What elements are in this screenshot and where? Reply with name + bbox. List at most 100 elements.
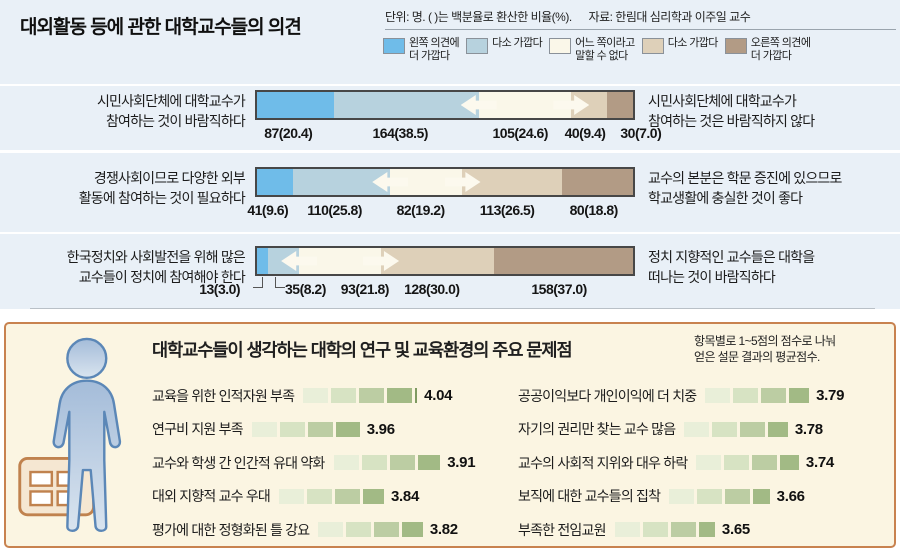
left-statement: 경쟁사회이므로 다양한 외부 활동에 참여하는 것이 필요하다 <box>78 170 246 206</box>
value-label: 128(30.0) <box>404 281 460 297</box>
professor-person-icon <box>18 337 122 533</box>
score-item-label: 교수의 사회적 지위와 대우 하락 <box>518 454 688 471</box>
score-item: 자기의 권리만 찾는 교수 많음 3.78 <box>518 413 886 447</box>
bar-segment <box>257 92 334 118</box>
score-bar-segment <box>669 488 695 504</box>
score-bar-segment <box>415 388 418 404</box>
score-bar-segment <box>768 421 788 437</box>
score-bar-segment <box>417 455 441 471</box>
score-item-label: 교육을 위한 인적자원 부족 <box>152 387 295 404</box>
top-chart-title: 대외활동 등에 관한 대학교수들의 의견 <box>20 17 302 38</box>
score-value: 3.84 <box>391 487 419 505</box>
score-bar-segment <box>789 388 810 404</box>
score-bar-segment <box>335 421 360 437</box>
score-item: 보직에 대한 교수들의 집착 3.66 <box>518 480 886 514</box>
bar-segment <box>257 169 294 195</box>
score-bar-segment <box>753 488 770 504</box>
left-statement: 한국정치와 사회발전을 위해 많은 교수들이 정치에 참여해야 한다 <box>66 249 246 285</box>
legend-item: 어느 쪽이라고 말할 수 없다 <box>549 37 635 64</box>
score-bar <box>251 421 360 437</box>
score-value: 3.66 <box>776 487 805 505</box>
opinion-row: 한국정치와 사회발전을 위해 많은 교수들이 정치에 참여해야 한다 13(3.0… <box>0 246 900 299</box>
note-divider <box>385 29 896 30</box>
legend: 왼쪽 의견에 더 가깝다 다소 가깝다 어느 쪽이라고 말할 수 없다 다소 가깝다 오… <box>383 37 899 64</box>
bar-segment <box>257 248 269 274</box>
score-bar <box>669 488 770 504</box>
legend-swatch <box>641 38 664 54</box>
score-item: 대외 지향적 교수 우대 3.84 <box>152 480 518 514</box>
score-bar <box>614 522 715 538</box>
score-bar-segment <box>780 455 799 471</box>
opinion-row-band: 시민사회단체에 대학교수가 참여하는 것이 바람직하다 87(20.4) 164(3… <box>0 86 900 150</box>
value-label: 35(8.2) <box>285 281 326 297</box>
legend-swatch <box>724 38 747 54</box>
score-item: 평가에 대한 정형화된 틀 강요 3.82 <box>152 513 518 547</box>
section-divider <box>30 308 875 309</box>
right-statement: 시민사회단체에 대학교수가 참여하는 것은 바람직하지 않다 <box>648 93 815 129</box>
legend-swatch <box>383 38 405 54</box>
value-label: 40(9.4) <box>564 125 606 141</box>
bar-segment <box>381 248 494 274</box>
source-text: 자료: 한림대 심리학과 이주일 교수 <box>588 10 751 24</box>
value-label: 158(37.0) <box>531 281 587 297</box>
value-label: 13(3.0) <box>199 281 241 297</box>
leader-line <box>253 277 263 288</box>
score-bar-segment <box>724 455 750 471</box>
score-bar <box>696 455 799 471</box>
score-bar-segment <box>307 488 332 504</box>
stacked-bar <box>255 246 635 276</box>
score-value: 3.78 <box>794 420 823 438</box>
score-bar-segment <box>318 522 344 538</box>
bar-area: 41(9.6) 110(25.8) 82(19.2) 113(26.5) 80(18.8… <box>247 167 635 220</box>
score-bar-segment <box>303 388 329 404</box>
bar-area: 87(20.4) 164(38.5) 105(24.6) 40(9.4) 30(7.0) <box>255 90 662 143</box>
score-bar-segment <box>335 488 360 504</box>
score-bar-segment <box>359 388 385 404</box>
score-bar-segment <box>333 455 359 471</box>
score-item-label: 자기의 권리만 찾는 교수 많음 <box>518 421 676 438</box>
bar-area: 13(3.0) 35(8.2) 93(21.8) 128(30.0) 158(37.0) <box>199 246 635 299</box>
score-bar-segment <box>740 421 766 437</box>
score-value: 3.82 <box>429 521 458 539</box>
legend-label-text: 다소 가깝다 <box>667 37 719 49</box>
score-bar-segment <box>307 421 333 437</box>
score-item-label: 부족한 전임교원 <box>518 521 606 538</box>
score-bar-segment <box>389 455 415 471</box>
value-label: 82(19.2) <box>396 202 446 218</box>
score-value: 4.04 <box>424 387 453 405</box>
unit-note-text: 단위: 명. ( )는 백분율로 환산한 비율(%). <box>385 10 572 24</box>
score-bar-segment <box>696 455 722 471</box>
score-column-right: 공공이익보다 개인이익에 더 치중 3.79 자기의 권리만 찾는 교수 많음 3.7… <box>518 379 886 547</box>
stacked-bar <box>255 90 635 120</box>
score-bar <box>684 421 788 437</box>
left-statement: 시민사회단체에 대학교수가 참여하는 것이 바람직하다 <box>96 93 246 129</box>
value-labels: 13(3.0) 35(8.2) 93(21.8) 128(30.0) 158(37.0) <box>199 277 635 299</box>
score-bar <box>303 388 418 404</box>
score-bar-segment <box>697 488 723 504</box>
bar-segment <box>562 169 633 195</box>
value-labels: 41(9.6) 110(25.8) 82(19.2) 113(26.5) 80(18.8… <box>247 200 635 220</box>
score-bar-segment <box>705 388 731 404</box>
opinion-row: 경쟁사회이므로 다양한 외부 활동에 참여하는 것이 필요하다 41(9.6) 11… <box>0 167 900 220</box>
score-value: 3.74 <box>805 454 834 472</box>
score-bar-segment <box>761 388 787 404</box>
legend-label-text: 어느 쪽이라고 말할 수 없다 <box>575 37 635 63</box>
score-item: 교수와 학생 간 인간적 유대 약화 3.91 <box>152 446 518 480</box>
score-bar-segment <box>712 421 738 437</box>
legend-label-text: 다소 가깝다 <box>492 37 543 49</box>
score-bar-segment <box>684 421 710 437</box>
leader-line <box>275 277 285 288</box>
bottom-chart-title: 대학교수들이 생각하는 대학의 연구 및 교육환경의 주요 문제점 <box>152 340 573 360</box>
score-bar-segment <box>733 388 759 404</box>
score-bar-segment <box>670 522 696 538</box>
score-bar-segment <box>331 388 357 404</box>
score-list: 교육을 위한 인적자원 부족 4.04 연구비 지원 부족 3.96 교수와 학생 간 … <box>152 379 886 547</box>
unit-note: 단위: 명. ( )는 백분율로 환산한 비율(%). 자료: 한림대 심리학과… <box>385 8 751 25</box>
score-bar-segment <box>361 455 387 471</box>
opinion-row: 시민사회단체에 대학교수가 참여하는 것이 바람직하다 87(20.4) 164(3… <box>0 90 900 143</box>
score-bar <box>279 488 384 504</box>
score-item-label: 공공이익보다 개인이익에 더 치중 <box>518 387 697 404</box>
score-bar-segment <box>752 455 778 471</box>
opinion-row-band: 한국정치와 사회발전을 위해 많은 교수들이 정치에 참여해야 한다 13(3.0… <box>0 234 900 309</box>
